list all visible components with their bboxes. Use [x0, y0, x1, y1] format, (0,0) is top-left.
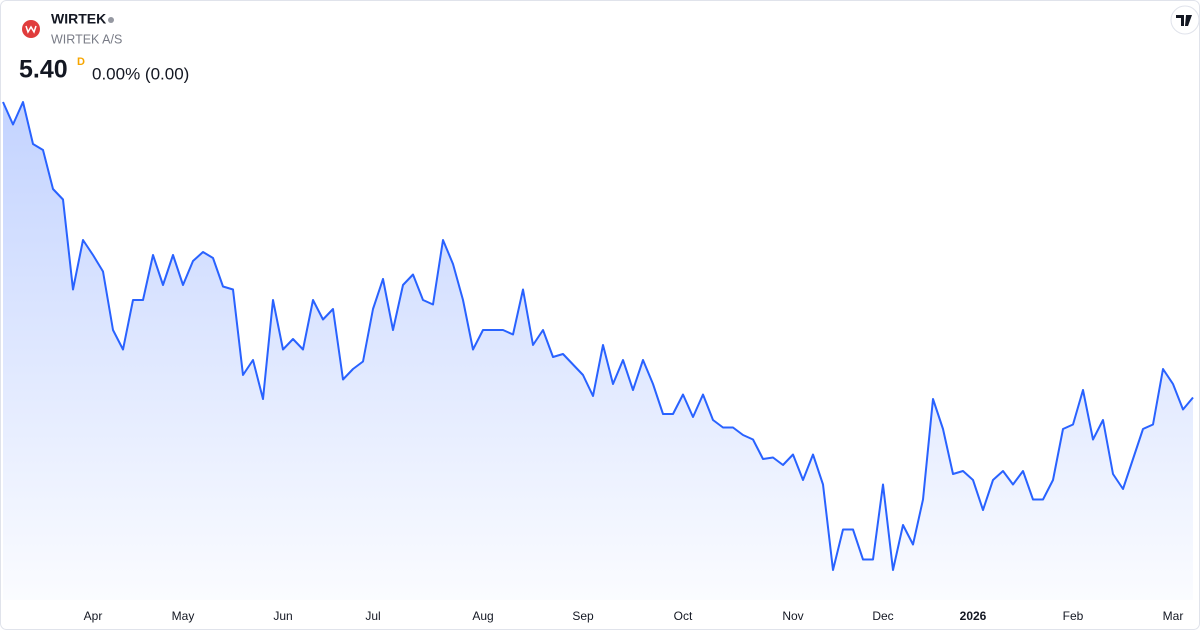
x-tick-label: Aug [472, 609, 493, 623]
x-tick-label: Apr [84, 609, 103, 623]
x-tick-label: Feb [1063, 609, 1084, 623]
brand-logo [1170, 5, 1200, 35]
x-tick-label: Sep [572, 609, 594, 623]
symbol: WIRTEK [51, 11, 106, 27]
x-tick-label: 2026 [960, 609, 987, 623]
company-name: WIRTEK A/S [51, 32, 122, 46]
x-tick-label: Jul [365, 609, 380, 623]
x-tick-label: Mar [1163, 609, 1184, 623]
price-change: 0.00% (0.00) [92, 64, 189, 83]
x-tick-label: Oct [674, 609, 693, 623]
price-line [2, 101, 1194, 571]
price-marker: D [77, 56, 85, 68]
logo-glyph [25, 25, 37, 34]
plot-area: Apr May Jun Jul Aug Sep Oct Nov Dec 2026 Feb Mar [2, 101, 1194, 623]
x-tick-label: Dec [872, 609, 893, 623]
x-tick-label: Nov [782, 609, 803, 623]
x-tick-label: May [172, 609, 195, 623]
x-tick-label: Jun [273, 609, 292, 623]
area-fill [3, 102, 1193, 600]
status-dot [108, 17, 114, 23]
price: 5.40 [19, 56, 68, 84]
logo [22, 20, 40, 38]
